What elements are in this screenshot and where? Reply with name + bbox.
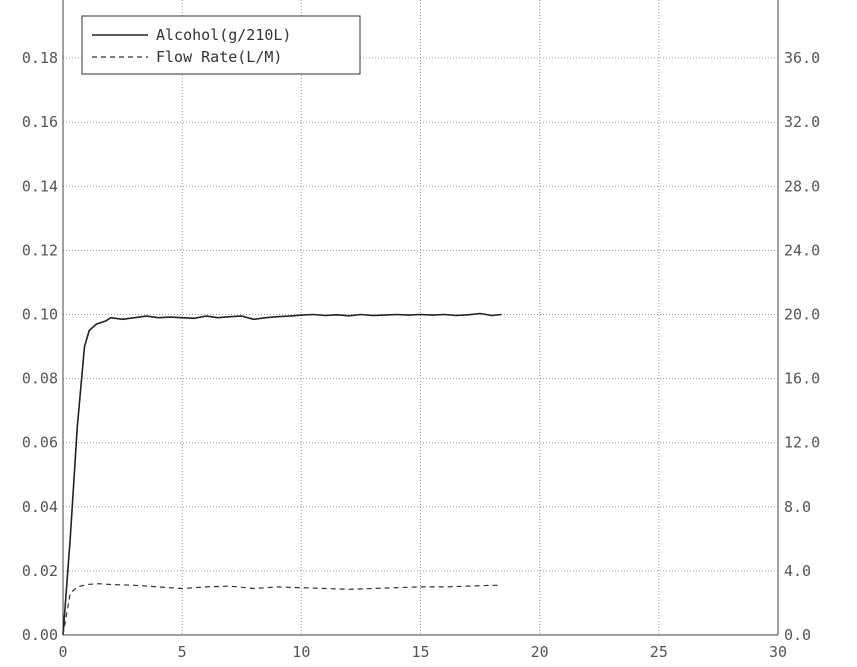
- x-tick-label: 25: [650, 643, 668, 661]
- legend-label-flow-rate: Flow Rate(L/M): [156, 48, 282, 66]
- y-right-tick-label: 8.0: [784, 498, 811, 516]
- y-left-tick-label: 0.14: [22, 177, 58, 195]
- legend-label-alcohol: Alcohol(g/210L): [156, 26, 291, 44]
- y-right-tick-label: 40.0: [784, 0, 820, 3]
- legend: Alcohol(g/210L) Flow Rate(L/M): [81, 15, 361, 75]
- series-line-alcohol: [62, 312, 502, 636]
- series-line-flow-rate: [62, 583, 502, 636]
- series: [62, 312, 502, 636]
- legend-box: [81, 15, 361, 75]
- y-left-tick-label: 0.04: [22, 498, 58, 516]
- x-tick-label: 0: [58, 643, 67, 661]
- axes: [62, 0, 779, 636]
- y-right-tick-label: 36.0: [784, 49, 820, 67]
- x-tick-label: 20: [531, 643, 549, 661]
- y-left-tick-label: 0.18: [22, 49, 58, 67]
- y-right-tick-label: 28.0: [784, 177, 820, 195]
- tick-labels: 0 5 10 15 20 25 30 0.00 0.02 0.04 0.06 0.08 0.10 0.12…: [22, 0, 820, 661]
- x-tick-label: 30: [769, 643, 787, 661]
- y-right-tick-label: 0.0: [784, 626, 811, 644]
- y-left-tick-label: 0.08: [22, 370, 58, 388]
- y-left-tick-label: 0.16: [22, 113, 58, 131]
- y-right-tick-label: 20.0: [784, 306, 820, 324]
- y-left-tick-label: 0.06: [22, 434, 58, 452]
- y-right-tick-label: 16.0: [784, 370, 820, 388]
- y-right-tick-label: 24.0: [784, 241, 820, 259]
- x-tick-label: 5: [178, 643, 187, 661]
- y-left-tick-label: 0.10: [22, 306, 58, 324]
- y-left-tick-label: 0.02: [22, 562, 58, 580]
- y-right-tick-label: 12.0: [784, 434, 820, 452]
- y-left-tick-label: 0.12: [22, 241, 58, 259]
- x-tick-label: 15: [411, 643, 429, 661]
- y-right-tick-label: 4.0: [784, 562, 811, 580]
- y-right-tick-label: 32.0: [784, 113, 820, 131]
- y-left-tick-label: 0.00: [22, 626, 58, 644]
- x-tick-label: 10: [292, 643, 310, 661]
- y-left-tick-label: 0.20: [22, 0, 58, 3]
